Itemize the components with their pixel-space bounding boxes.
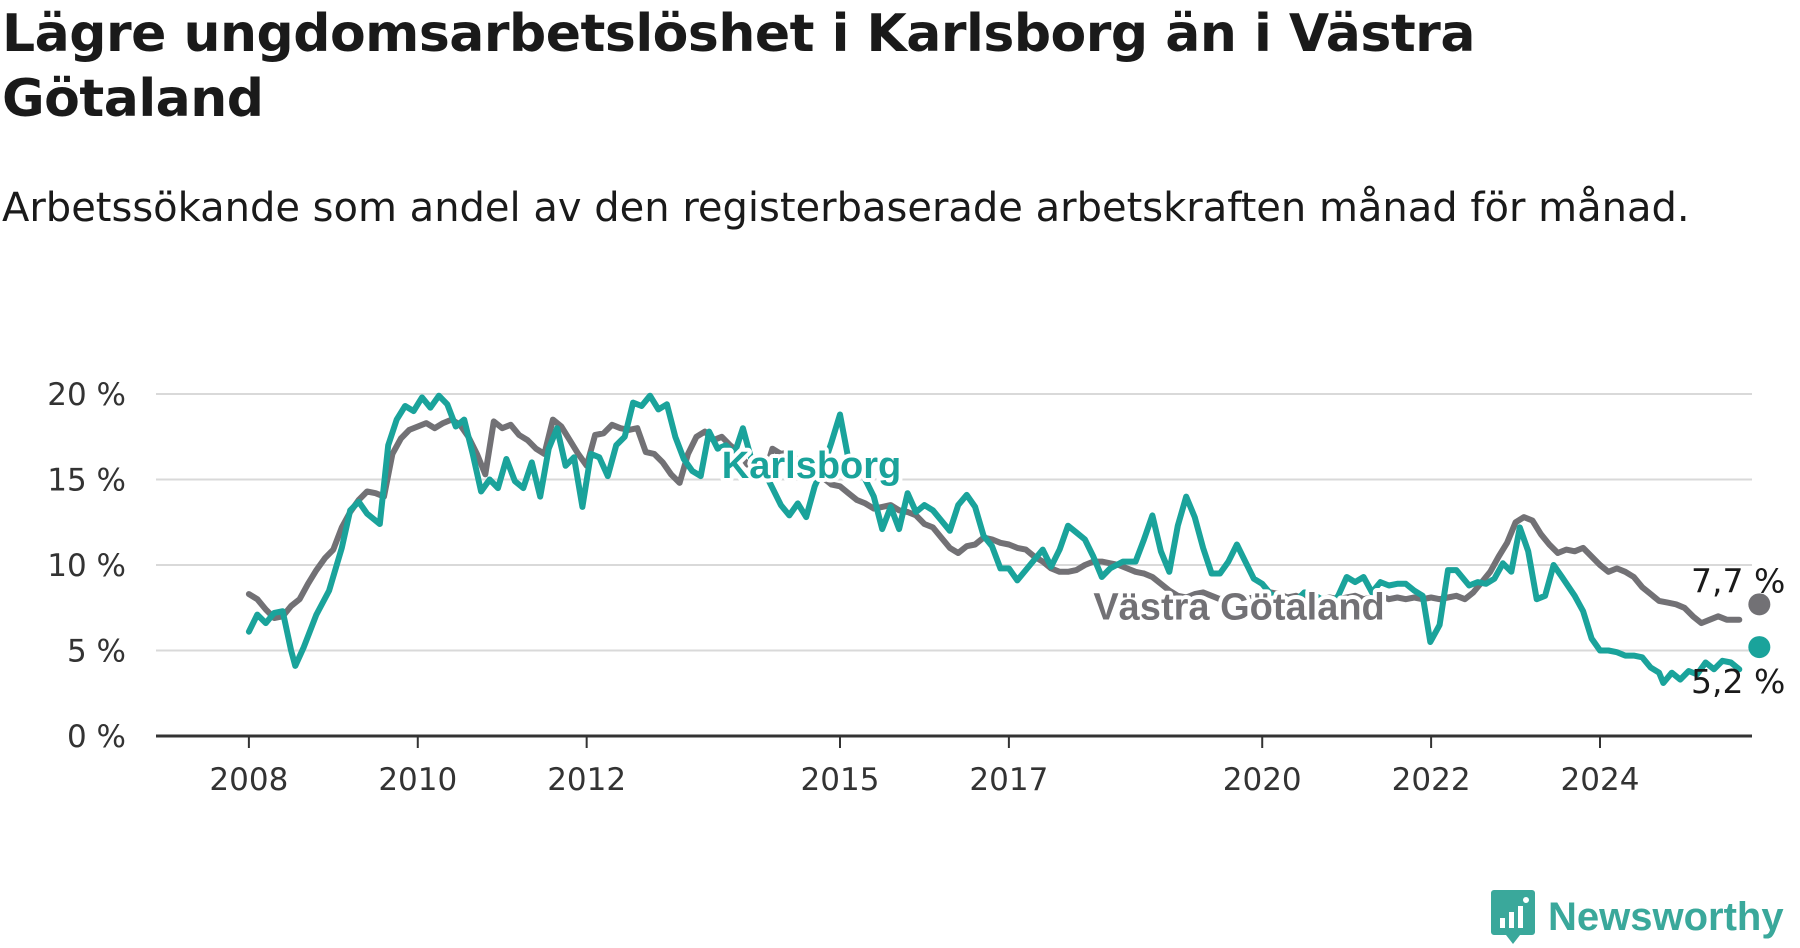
x-tick-label: 2015 bbox=[801, 762, 880, 798]
y-tick-label: 15 % bbox=[47, 463, 126, 499]
x-tick-label: 2020 bbox=[1223, 762, 1302, 798]
series-line-karlsborg bbox=[245, 392, 1743, 686]
end-point-karlsborg bbox=[1748, 636, 1771, 659]
y-tick-label: 20 % bbox=[47, 377, 126, 413]
x-tick-label: 2008 bbox=[209, 762, 288, 798]
y-tick-label: 5 % bbox=[67, 634, 126, 670]
end-label-karlsborg: 5,2 % bbox=[1691, 662, 1785, 701]
x-tick-label: 2017 bbox=[969, 762, 1048, 798]
series-label: Västra Götaland bbox=[1093, 587, 1384, 629]
end-label-vastra-gotaland: 7,7 % bbox=[1691, 561, 1785, 600]
y-tick-label: 10 % bbox=[47, 548, 126, 584]
newsworthy-logo: Newsworthy bbox=[1490, 888, 1784, 946]
x-tick-label: 2024 bbox=[1561, 762, 1640, 798]
series-label-halo: Karlsborg bbox=[722, 445, 901, 487]
series-line-vastra-gotaland bbox=[245, 416, 1743, 627]
chart-title: Lägre ungdomsarbetslöshet i Karlsborg än… bbox=[2, 4, 1475, 129]
series-label-halo: Västra Götaland bbox=[1093, 587, 1384, 629]
x-tick-label: 2010 bbox=[378, 762, 457, 798]
end-point-vastra-gotaland bbox=[1748, 593, 1771, 616]
newsworthy-logo-icon bbox=[1491, 890, 1535, 944]
chart-subtitle: Arbetssökande som andel av den registerb… bbox=[2, 185, 1690, 231]
x-tick-label: 2012 bbox=[547, 762, 626, 798]
x-tick-label: 2022 bbox=[1392, 762, 1471, 798]
y-tick-label: 0 % bbox=[67, 719, 126, 755]
series-label: Karlsborg bbox=[722, 445, 901, 487]
brand-name: Newsworthy bbox=[1548, 894, 1784, 939]
